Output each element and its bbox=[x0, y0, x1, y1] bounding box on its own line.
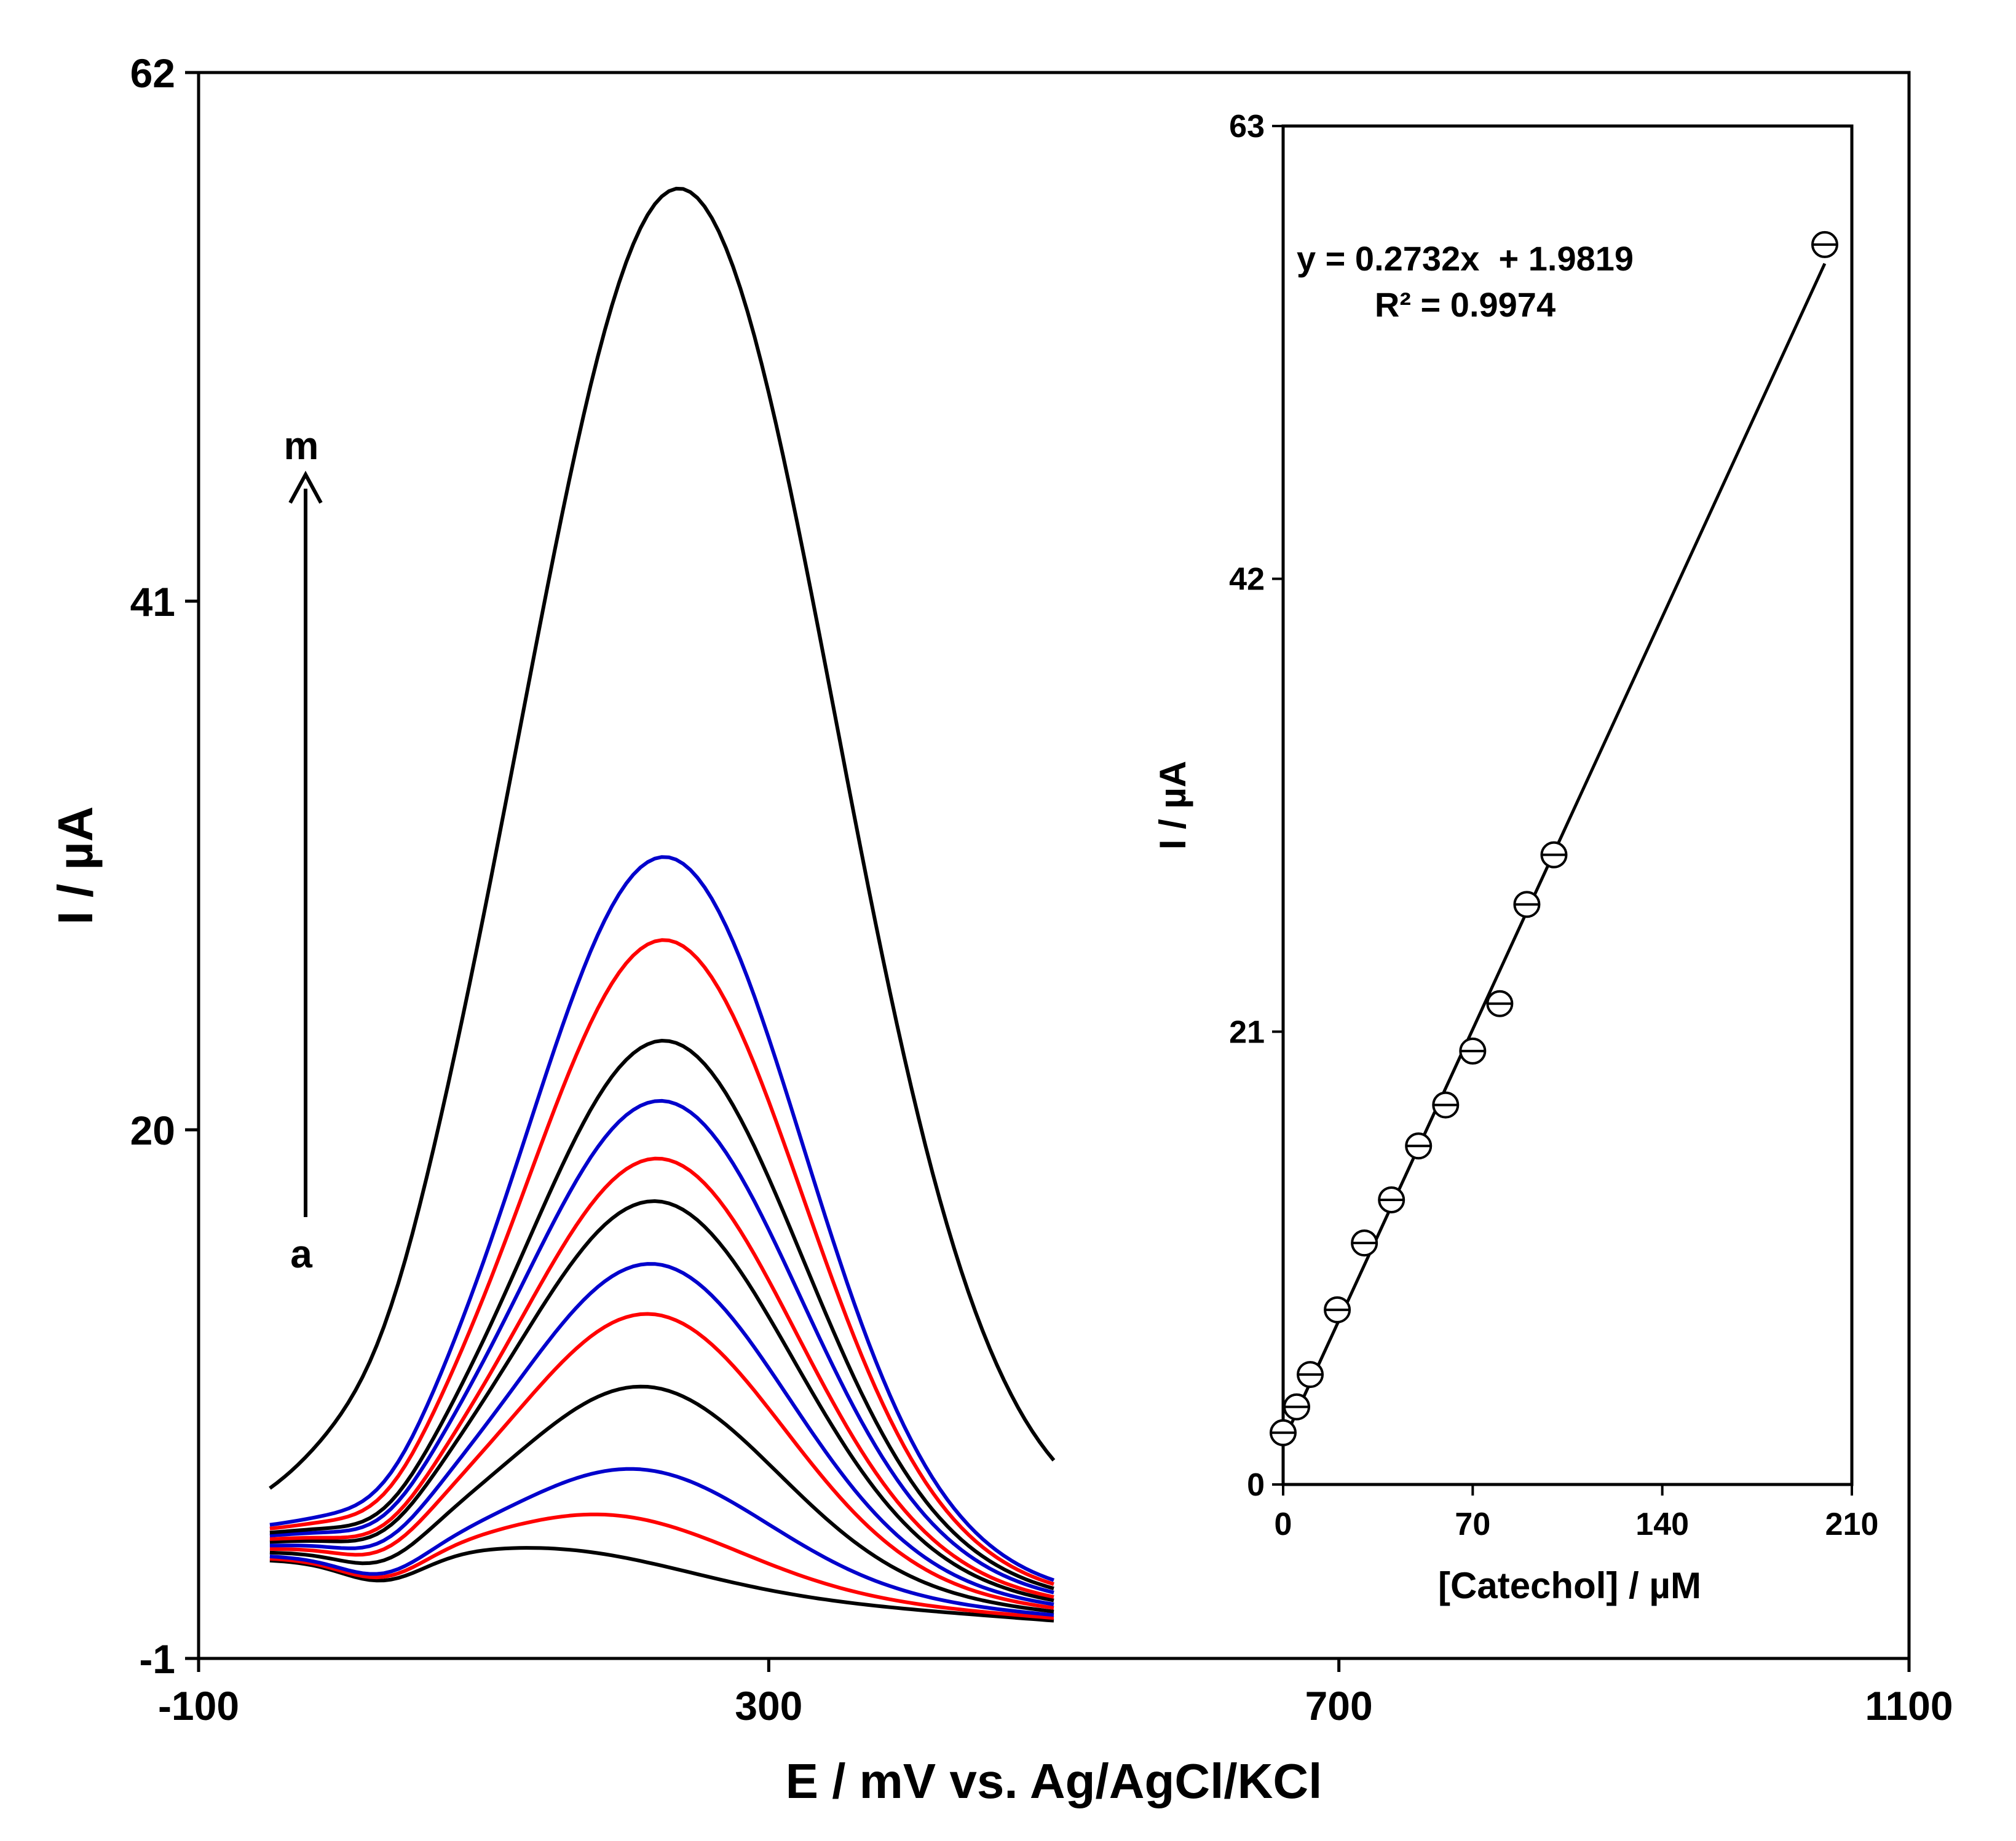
curve-m bbox=[269, 186, 1056, 1490]
inset-point bbox=[1378, 1186, 1405, 1213]
inset-y-ticks: 0 21 42 63 bbox=[1229, 109, 1283, 1503]
inset-point bbox=[1270, 1419, 1297, 1446]
curve-k bbox=[269, 938, 1054, 1587]
inset-point bbox=[1486, 990, 1514, 1017]
arrow-end-label: m bbox=[284, 424, 319, 468]
inset-x-axis-title: [Catechol] / µM bbox=[1438, 1565, 1701, 1606]
inset-x-tick-label: 0 bbox=[1275, 1507, 1292, 1542]
increase-arrow-head bbox=[288, 470, 323, 504]
main-plot-frame bbox=[197, 71, 1911, 1660]
inset-x-tick-label: 70 bbox=[1455, 1507, 1490, 1542]
main-x-axis-title: E / mV vs. Ag/AgCl/KCl bbox=[786, 1754, 1322, 1808]
main-x-ticks: -100 300 700 1100 bbox=[158, 1658, 1953, 1729]
curve-f bbox=[269, 1262, 1054, 1606]
inset-point bbox=[1459, 1037, 1487, 1065]
main-y-tick-label: 20 bbox=[130, 1108, 175, 1153]
inset-y-tick-label: 0 bbox=[1247, 1467, 1265, 1503]
curve-a bbox=[269, 1546, 1054, 1623]
main-y-axis-title: I / µA bbox=[48, 806, 103, 925]
curve-b bbox=[269, 1512, 1054, 1620]
inset-y-tick-label: 42 bbox=[1229, 562, 1265, 597]
inset-y-tick-label: 21 bbox=[1229, 1014, 1265, 1050]
main-x-tick-label: -100 bbox=[158, 1683, 239, 1729]
inset-x-tick-label: 140 bbox=[1635, 1507, 1689, 1542]
inset-point bbox=[1811, 231, 1838, 258]
main-curves bbox=[269, 186, 1056, 1623]
main-x-tick-label: 1100 bbox=[1865, 1683, 1953, 1729]
inset-point bbox=[1324, 1296, 1351, 1323]
main-y-ticks: -1 20 41 62 bbox=[130, 50, 199, 1682]
main-x-tick-label: 300 bbox=[735, 1683, 802, 1729]
inset-x-ticks: 0 70 140 210 bbox=[1275, 1484, 1879, 1542]
curve-i bbox=[269, 1098, 1054, 1595]
arrow-start-label: a bbox=[290, 1232, 312, 1276]
inset-point bbox=[1283, 1393, 1311, 1421]
inset-y-tick-label: 63 bbox=[1229, 109, 1265, 144]
inset-point bbox=[1540, 841, 1568, 869]
inset-points bbox=[1270, 231, 1838, 1446]
curve-l bbox=[269, 855, 1054, 1582]
curve-g bbox=[269, 1199, 1054, 1602]
curve-d bbox=[269, 1384, 1054, 1614]
main-y-tick-label: 41 bbox=[130, 579, 175, 625]
inset-point bbox=[1432, 1091, 1460, 1119]
curve-j bbox=[269, 1039, 1054, 1591]
inset-plot-frame bbox=[1281, 124, 1854, 1486]
inset-point bbox=[1297, 1361, 1324, 1389]
curve-c bbox=[269, 1467, 1054, 1617]
main-y-tick-label: 62 bbox=[130, 50, 175, 96]
curve-h bbox=[269, 1156, 1054, 1599]
fit-r-squared: R² = 0.9974 bbox=[1375, 285, 1555, 324]
inset-y-axis-title: I / µA bbox=[1152, 761, 1193, 850]
curve-e bbox=[269, 1312, 1054, 1610]
inset-point bbox=[1351, 1229, 1378, 1257]
main-x-tick-label: 700 bbox=[1305, 1683, 1373, 1729]
fit-equation: y = 0.2732x + 1.9819 bbox=[1297, 239, 1634, 278]
inset-point bbox=[1513, 891, 1541, 918]
main-y-tick-label: -1 bbox=[139, 1636, 175, 1682]
inset-x-tick-label: 210 bbox=[1825, 1507, 1879, 1542]
inset-point bbox=[1405, 1132, 1433, 1160]
inset-chart: 0 70 140 210 0 21 42 63 [Catechol] / µM I / µA… bbox=[1152, 109, 1878, 1606]
